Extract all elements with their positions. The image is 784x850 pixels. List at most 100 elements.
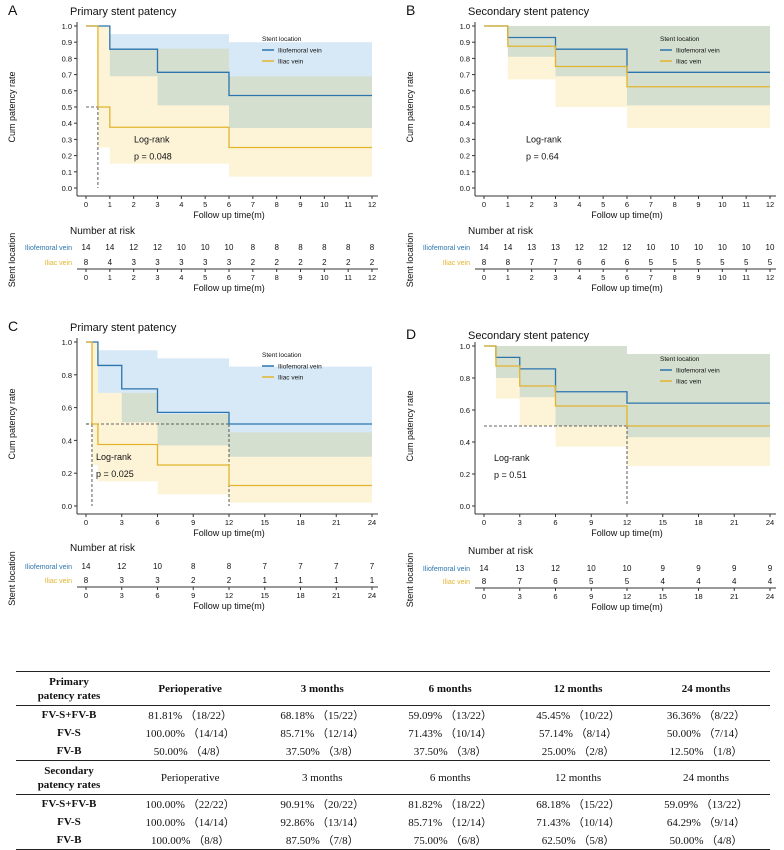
primary-col-perioperative: Perioperative bbox=[122, 671, 259, 706]
table-cell: 87.50% （7/8） bbox=[258, 831, 387, 850]
logrank-pvalue: p = 0.64 bbox=[526, 152, 559, 162]
risk-tick-label: 12 bbox=[225, 591, 233, 600]
legend-label-iliofemoral: Iliofemoral vein bbox=[278, 48, 322, 55]
table-cell: 50.00% （7/14） bbox=[666, 728, 746, 740]
x-tick-label: 11 bbox=[742, 200, 750, 209]
risk-count-iliac: 3 bbox=[203, 258, 208, 267]
risk-count-iliac: 3 bbox=[131, 258, 136, 267]
x-tick-label: 24 bbox=[766, 518, 774, 527]
risk-count-iliofemoral: 9 bbox=[661, 564, 666, 573]
y-tick-label: 0.2 bbox=[62, 152, 72, 161]
secondary-col-24m: 24 months bbox=[642, 760, 770, 795]
y-tick-label: 0.7 bbox=[62, 71, 72, 80]
risk-tick-label: 4 bbox=[179, 273, 183, 282]
table-cell: 68.18% （15/22） bbox=[258, 705, 387, 724]
risk-table-title: Number at risk bbox=[468, 226, 534, 237]
risk-count-iliofemoral: 14 bbox=[503, 243, 512, 252]
risk-axis-title: Follow up time(m) bbox=[193, 283, 265, 293]
y-tick-label: 0.6 bbox=[62, 404, 72, 413]
table-cell: 100.00% （8/8） bbox=[122, 831, 259, 850]
y-tick-label: 0.6 bbox=[62, 87, 72, 96]
risk-tick-label: 11 bbox=[344, 273, 352, 282]
risk-tick-label: 9 bbox=[298, 273, 302, 282]
risk-count-iliac: 8 bbox=[482, 577, 487, 586]
risk-table-title: Number at risk bbox=[70, 226, 136, 237]
x-tick-label: 12 bbox=[766, 200, 774, 209]
risk-row-label-iliofemoral: Iliofemoral vein bbox=[25, 245, 72, 252]
risk-count-iliofemoral: 12 bbox=[599, 243, 608, 252]
risk-count-iliac: 5 bbox=[625, 577, 630, 586]
risk-count-iliofemoral: 8 bbox=[191, 562, 196, 571]
risk-tick-label: 0 bbox=[482, 592, 486, 601]
table-cell: 68.18% （15/22） bbox=[514, 794, 643, 813]
risk-count-iliofemoral: 8 bbox=[298, 243, 303, 252]
risk-count-iliofemoral: 7 bbox=[263, 562, 268, 571]
legend-label-iliofemoral: Iliofemoral vein bbox=[278, 364, 322, 371]
risk-count-iliofemoral: 10 bbox=[225, 243, 234, 252]
risk-count-iliofemoral: 8 bbox=[370, 243, 375, 252]
y-axis-title: Cum patency rate bbox=[7, 71, 17, 142]
risk-tick-label: 6 bbox=[227, 273, 231, 282]
primary-section-label: Primary patency rates bbox=[16, 671, 122, 706]
secondary-col-12m: 12 months bbox=[514, 760, 643, 795]
x-tick-label: 3 bbox=[155, 200, 159, 209]
risk-count-iliac: 8 bbox=[506, 258, 511, 267]
risk-tick-label: 8 bbox=[673, 273, 677, 282]
primary-col-24m: 24 months bbox=[642, 671, 770, 706]
km-curve-iliac bbox=[86, 25, 372, 149]
km-curve-iliac bbox=[484, 25, 770, 88]
legend-title: Stent location bbox=[262, 36, 302, 43]
y-tick-label: 1.0 bbox=[460, 342, 470, 351]
table-cell: 12.50% （1/8） bbox=[669, 746, 743, 758]
y-tick-label: 1.0 bbox=[62, 22, 72, 31]
y-axis-title: Cum patency rate bbox=[405, 71, 415, 142]
x-tick-label: 24 bbox=[368, 518, 376, 527]
risk-tick-label: 3 bbox=[553, 273, 557, 282]
risk-count-iliofemoral: 8 bbox=[346, 243, 351, 252]
risk-tick-label: 21 bbox=[332, 591, 340, 600]
x-tick-label: 6 bbox=[227, 200, 231, 209]
risk-tick-label: 3 bbox=[518, 592, 522, 601]
risk-tick-label: 6 bbox=[625, 273, 629, 282]
risk-count-iliac: 7 bbox=[518, 577, 523, 586]
legend-label-iliac: Iliac vein bbox=[676, 379, 702, 386]
risk-count-iliofemoral: 12 bbox=[575, 243, 584, 252]
table-cell: 100.00% （22/22） bbox=[122, 794, 259, 813]
y-tick-label: 1.0 bbox=[62, 338, 72, 347]
risk-count-iliac: 5 bbox=[589, 577, 594, 586]
risk-tick-label: 3 bbox=[120, 591, 124, 600]
table-cell: 75.00% （6/8） bbox=[386, 831, 515, 850]
legend-label-iliofemoral: Iliofemoral vein bbox=[676, 368, 720, 375]
risk-tick-label: 18 bbox=[296, 591, 304, 600]
x-tick-label: 15 bbox=[261, 518, 269, 527]
y-tick-label: 0.4 bbox=[460, 438, 470, 447]
risk-count-iliofemoral: 12 bbox=[551, 564, 560, 573]
risk-count-iliofemoral: 9 bbox=[768, 564, 773, 573]
risk-row-label-iliofemoral: Iliofemoral vein bbox=[423, 245, 470, 252]
y-tick-label: 0.8 bbox=[62, 371, 72, 380]
y-tick-label: 0.2 bbox=[62, 469, 72, 478]
risk-tick-label: 24 bbox=[368, 591, 376, 600]
risk-count-iliac: 5 bbox=[720, 258, 725, 267]
y-tick-label: 0.7 bbox=[460, 71, 470, 80]
y-tick-label: 0.2 bbox=[460, 152, 470, 161]
risk-tick-label: 2 bbox=[132, 273, 136, 282]
risk-tick-label: 21 bbox=[730, 592, 738, 601]
primary-col-12m: 12 months bbox=[514, 671, 643, 706]
x-tick-label: 9 bbox=[696, 200, 700, 209]
table-cell: 57.14% （8/14） bbox=[538, 728, 618, 740]
risk-tick-label: 1 bbox=[506, 273, 510, 282]
legend-label-iliac: Iliac vein bbox=[278, 375, 304, 382]
row-label: FV-S+FV-B bbox=[16, 794, 122, 813]
risk-axis-title: Follow up time(m) bbox=[591, 602, 663, 612]
risk-count-iliofemoral: 8 bbox=[274, 243, 279, 252]
table-cell: 59.09% （13/22） bbox=[386, 705, 515, 724]
risk-tick-label: 12 bbox=[766, 273, 774, 282]
risk-tick-label: 9 bbox=[191, 591, 195, 600]
legend-label-iliac: Iliac vein bbox=[676, 59, 702, 66]
risk-count-iliofemoral: 9 bbox=[696, 564, 701, 573]
risk-row-label-iliofemoral: Iliofemoral vein bbox=[25, 564, 72, 571]
primary-header-row: Primary patency rates Perioperative 3 mon… bbox=[16, 671, 770, 706]
y-tick-label: 0.0 bbox=[460, 502, 470, 511]
risk-tick-label: 12 bbox=[623, 592, 631, 601]
